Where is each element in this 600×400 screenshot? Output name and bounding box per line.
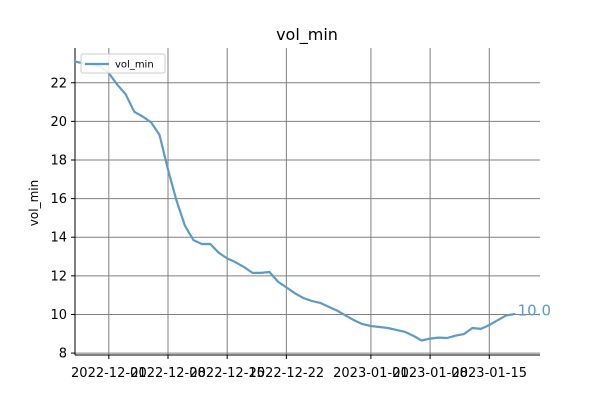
series-group xyxy=(73,60,516,342)
y-tick-label: 20 xyxy=(50,115,67,130)
annotations: 10.0 xyxy=(518,301,551,319)
series-line-vol_min xyxy=(73,60,516,342)
x-tick-label: 2023-01-01 xyxy=(333,366,409,381)
tick-labels: 8101214161820222022-12-012022-12-082022-… xyxy=(50,76,527,381)
x-tick-label: 2023-01-15 xyxy=(451,366,527,381)
y-tick-label: 14 xyxy=(50,231,67,246)
y-tick-label: 22 xyxy=(50,76,67,91)
y-tick-label: 8 xyxy=(59,347,67,362)
x-tick-label: 2022-12-15 xyxy=(189,366,265,381)
legend-label: vol_min xyxy=(115,60,154,71)
end-value-label: 10.0 xyxy=(518,301,551,319)
y-tick-label: 12 xyxy=(50,269,67,284)
y-tick-label: 10 xyxy=(50,308,67,323)
grid-lines xyxy=(75,48,540,355)
x-tick-label: 2022-12-22 xyxy=(249,366,325,381)
axes xyxy=(71,48,540,359)
chart-title: vol_min xyxy=(276,25,338,45)
x-tick-label: 2022-12-01 xyxy=(71,366,147,381)
y-axis-label: vol_min xyxy=(27,180,41,226)
legend-box xyxy=(80,53,166,74)
x-tick-label: 2022-12-08 xyxy=(130,366,206,381)
y-tick-label: 16 xyxy=(50,192,67,207)
x-tick-label: 2023-01-08 xyxy=(392,366,468,381)
legend[interactable]: vol_min xyxy=(80,53,166,74)
y-tick-label: 18 xyxy=(50,153,67,168)
